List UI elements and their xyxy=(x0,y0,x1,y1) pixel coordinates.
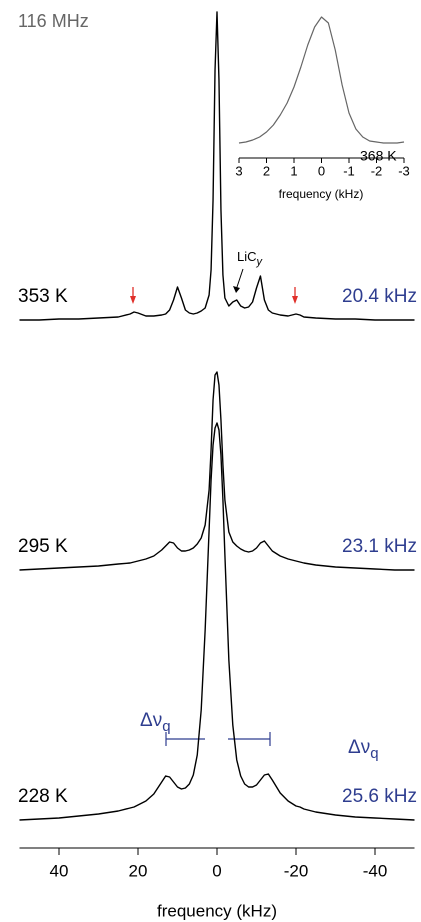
x-tick-label: -20 xyxy=(284,861,309,880)
licy-text: LiC xyxy=(237,249,257,264)
spectrum xyxy=(19,371,415,571)
x-axis-title: frequency (kHz) xyxy=(157,901,277,920)
trace-label: 228 K xyxy=(18,786,68,807)
splitting-label: Δνq xyxy=(140,710,171,735)
spectrum xyxy=(238,16,405,144)
x-tick-label: 2 xyxy=(263,163,270,178)
licy-sub: y xyxy=(256,256,264,268)
x-tick-label: 1 xyxy=(290,163,297,178)
x-tick-label: 0 xyxy=(318,163,325,178)
splitting-sub: q xyxy=(162,718,170,735)
rate-label: 25.6 kHz xyxy=(342,786,417,807)
x-tick-label: 20 xyxy=(129,861,148,880)
trace-label: 368 K xyxy=(360,148,397,164)
splitting-symbol: Δν xyxy=(140,710,162,731)
arrows xyxy=(130,287,298,304)
x-tick-label: 40 xyxy=(50,861,69,880)
x-axis-title: frequency (kHz) xyxy=(279,187,364,201)
rate-label: 20.4 kHz xyxy=(342,286,417,307)
licy-arrow xyxy=(235,268,244,291)
splitting-sub: q xyxy=(370,745,378,762)
trace-label: 353 K xyxy=(18,286,68,307)
licy-label: LiCy xyxy=(237,249,264,267)
trace-label: 295 K xyxy=(18,536,68,557)
field-label: 116 MHz xyxy=(18,11,89,31)
x-tick-label: -2 xyxy=(371,163,383,178)
x-tick-label: -3 xyxy=(398,163,410,178)
x-tick-label: -1 xyxy=(343,163,355,178)
splitting-label: Δνq xyxy=(348,737,379,762)
red-arrowhead xyxy=(130,296,136,304)
spectrum xyxy=(19,422,415,821)
x-tick-label: -40 xyxy=(363,861,388,880)
spectrum xyxy=(19,11,415,321)
rate-label: 23.1 kHz xyxy=(342,536,417,557)
splitting-symbol: Δν xyxy=(348,737,370,758)
x-tick-label: 0 xyxy=(212,861,221,880)
red-arrowhead xyxy=(292,296,298,304)
licy-arrowhead xyxy=(233,286,240,293)
x-tick-label: 3 xyxy=(235,163,242,178)
splitting-bracket xyxy=(165,732,271,746)
